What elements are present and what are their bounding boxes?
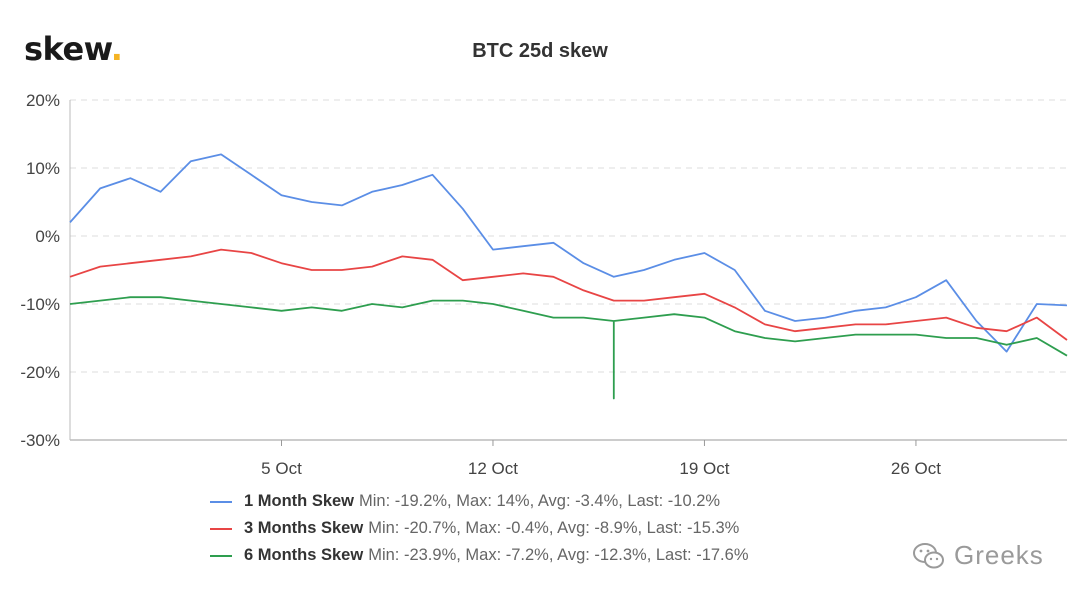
skew-logo: skew. — [24, 30, 123, 68]
chart-title: BTC 25d skew — [472, 40, 608, 62]
x-tick-label: 26 Oct — [891, 459, 941, 478]
legend-name-3m: 3 Months Skew — [244, 519, 364, 537]
legend-name-6m: 6 Months Skew — [244, 546, 364, 564]
legend-swatch-6m — [210, 554, 232, 557]
x-tick-label: 19 Oct — [679, 459, 729, 478]
x-tick-label: 12 Oct — [468, 459, 518, 478]
series-line-2 — [69, 296, 1068, 400]
y-axis-tick-labels: 20% 10% 0% -10% -20% -30% — [20, 91, 60, 450]
brand-dot: . — [110, 30, 123, 68]
brand-name: skew — [24, 30, 111, 68]
y-tick-label: -10% — [20, 295, 60, 314]
y-tick-label: 10% — [26, 159, 60, 178]
legend-name-1m: 1 Month Skew — [244, 492, 355, 510]
wechat-icon — [913, 542, 944, 568]
legend-item-1m[interactable]: 1 Month Skew Min: -19.2%, Max: 14%, Avg:… — [210, 488, 749, 515]
y-tick-label: 20% — [26, 91, 60, 110]
legend-stats-6m: Min: -23.9%, Max: -7.2%, Avg: -12.3%, La… — [368, 546, 749, 564]
series-line-0 — [69, 153, 1068, 353]
watermark: Greeks — [912, 540, 1044, 571]
legend-item-6m[interactable]: 6 Months Skew Min: -23.9%, Max: -7.2%, A… — [210, 542, 749, 569]
legend-swatch-3m — [210, 527, 232, 530]
legend-stats-1m: Min: -19.2%, Max: 14%, Avg: -3.4%, Last:… — [359, 492, 721, 510]
legend-item-3m[interactable]: 3 Months Skew Min: -20.7%, Max: -0.4%, A… — [210, 515, 749, 542]
legend: 1 Month Skew Min: -19.2%, Max: 14%, Avg:… — [210, 488, 749, 569]
y-tick-label: -30% — [20, 431, 60, 450]
x-tick-label: 5 Oct — [261, 459, 302, 478]
grid-lines — [70, 99, 1067, 373]
series-lines — [69, 153, 1068, 400]
legend-swatch-1m — [210, 500, 232, 503]
y-tick-label: -20% — [20, 363, 60, 382]
series-line-1 — [69, 248, 1068, 341]
watermark-text: Greeks — [954, 540, 1044, 570]
x-axis: 5 Oct 12 Oct 19 Oct 26 Oct — [69, 100, 1067, 478]
legend-stats-3m: Min: -20.7%, Max: -0.4%, Avg: -8.9%, Las… — [368, 519, 740, 537]
y-tick-label: 0% — [35, 227, 60, 246]
